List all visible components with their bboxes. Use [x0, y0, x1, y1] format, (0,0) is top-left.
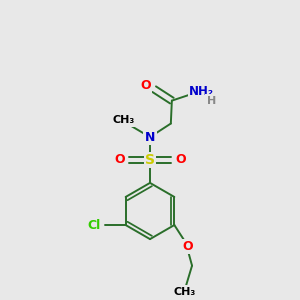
Text: O: O [140, 79, 151, 92]
Text: Cl: Cl [88, 219, 101, 232]
Text: NH₂: NH₂ [189, 85, 214, 98]
Text: S: S [145, 153, 155, 167]
Text: H: H [207, 96, 216, 106]
Text: O: O [175, 154, 185, 166]
Text: N: N [145, 130, 155, 144]
Text: O: O [115, 154, 125, 166]
Text: CH₃: CH₃ [174, 287, 196, 297]
Text: O: O [183, 240, 193, 253]
Text: CH₃: CH₃ [113, 116, 135, 125]
